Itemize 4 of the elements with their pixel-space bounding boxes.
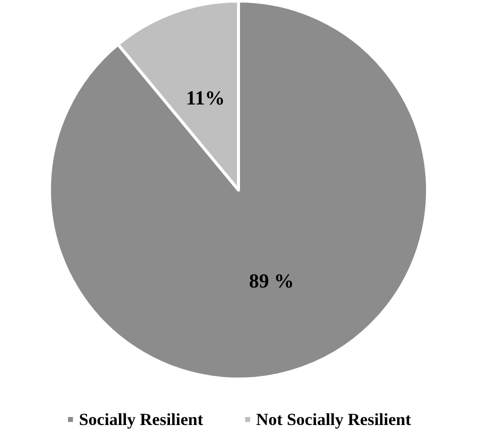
- data-label: 89 %: [249, 270, 294, 293]
- legend-label: Socially Resilient: [78, 410, 204, 429]
- data-label: 11%: [186, 87, 225, 110]
- legend-label: Not Socially Resilient: [256, 410, 412, 429]
